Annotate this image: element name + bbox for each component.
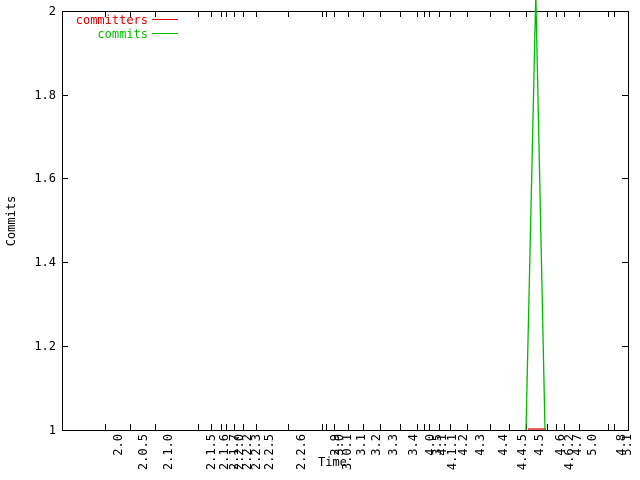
y-tick-label: 1.8 xyxy=(34,88,56,102)
x-tick-label: 3.1 xyxy=(354,434,368,456)
x-tick-label: 3.3 xyxy=(386,434,400,456)
x-tick-label: 2.2.5 xyxy=(262,434,276,471)
y-tick-label: 2 xyxy=(48,4,56,18)
x-tick-label: 4.2 xyxy=(456,434,470,456)
x-axis-title: Time xyxy=(318,455,347,469)
x-tick-label: 2.2.6 xyxy=(294,434,308,471)
y-axis-title: Commits xyxy=(4,195,18,247)
x-tick-label: 4.4.5 xyxy=(515,434,529,471)
x-tick-label: 4.7 xyxy=(570,434,584,456)
y-tick-label: 1 xyxy=(48,423,56,437)
series-line-commits xyxy=(525,0,546,431)
x-tick-label: 3.2 xyxy=(369,434,383,456)
x-tick-label: 2.0.5 xyxy=(136,434,150,471)
x-tick-label: 3.4 xyxy=(406,434,420,456)
x-tick-label: 5.1 xyxy=(620,434,634,456)
legend-row-commits: commits xyxy=(62,27,640,41)
legend-row-committers: committers xyxy=(62,13,640,27)
y-tick-label: 1.4 xyxy=(34,255,56,269)
legend-label-committers: committers xyxy=(75,13,148,27)
legend: committers commits xyxy=(62,13,640,41)
legend-line-committers-icon xyxy=(152,19,178,20)
x-tick-label: 5.0 xyxy=(585,434,599,456)
legend-label-commits: commits xyxy=(97,27,148,41)
x-tick-label: 2.1.0 xyxy=(161,434,175,471)
plot-border xyxy=(62,11,629,431)
x-tick-label: 3.0.1 xyxy=(340,434,354,471)
x-tick-label: 2.0 xyxy=(111,434,125,456)
y-tick-label: 1.2 xyxy=(34,339,56,353)
x-tick-label: 4.4 xyxy=(496,434,510,456)
x-tick-label: 4.5 xyxy=(532,434,546,456)
x-tick-label: 4.3 xyxy=(473,434,487,456)
legend-line-commits-icon xyxy=(152,33,178,34)
y-tick-label: 1.6 xyxy=(34,171,56,185)
